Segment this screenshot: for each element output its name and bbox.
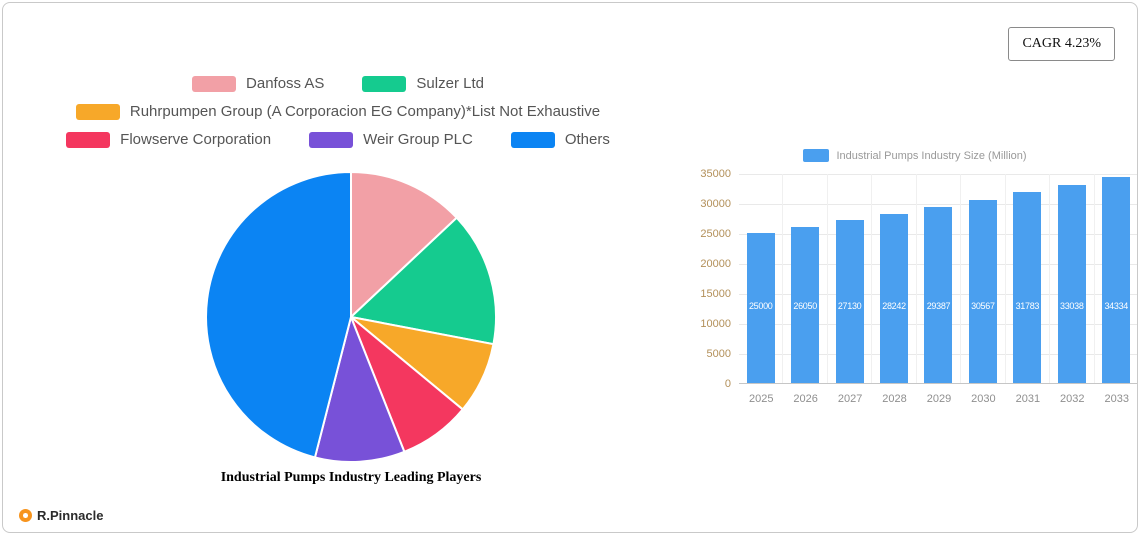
x-axis-tick-label: 2032 bbox=[1060, 393, 1085, 405]
legend-swatch-icon bbox=[75, 103, 120, 120]
brand-logo-icon bbox=[19, 509, 32, 522]
legend-label: Danfoss AS bbox=[246, 75, 325, 92]
y-axis-tick-label: 10000 bbox=[700, 318, 731, 330]
bar-2033[interactable]: 34334 bbox=[1102, 177, 1131, 383]
y-axis-tick-label: 0 bbox=[724, 378, 731, 390]
bar-column: 25000 bbox=[739, 174, 784, 383]
bar-legend-item[interactable]: Industrial Pumps Industry Size (Million) bbox=[691, 149, 1137, 162]
pie-chart-title: Industrial Pumps Industry Leading Player… bbox=[220, 470, 482, 485]
legend-swatch-icon bbox=[803, 149, 830, 162]
bar-value-label: 25000 bbox=[748, 301, 773, 311]
y-axis-tick-label: 5000 bbox=[706, 348, 731, 360]
pie-slice[interactable] bbox=[205, 170, 352, 459]
bar-value-label: 30567 bbox=[971, 301, 995, 311]
pie-legend-row: Danfoss AS Sulzer Ltd bbox=[192, 75, 484, 92]
bar-plot-wrap: 0 5000 10000 15000 20000 25000 30000 35000 25000… bbox=[691, 168, 1138, 405]
bar-value-label: 26050 bbox=[793, 301, 817, 311]
bar-column: 27130 bbox=[828, 174, 873, 383]
y-axis-tick-label: 20000 bbox=[700, 258, 731, 270]
bar-value-label: 28242 bbox=[882, 301, 906, 311]
gridline bbox=[739, 204, 1137, 205]
bar-column: 31783 bbox=[1006, 174, 1051, 383]
bar-2028[interactable]: 28242 bbox=[880, 213, 909, 383]
y-axis-tick-label: 25000 bbox=[700, 228, 731, 240]
legend-label: Weir Group PLC bbox=[363, 131, 473, 148]
bar-column: 34334 bbox=[1095, 174, 1138, 383]
pie-legend-row: Ruhrpumpen Group (A Corporacion EG Compa… bbox=[75, 103, 601, 120]
bar-chart: Industrial Pumps Industry Size (Million)… bbox=[691, 149, 1138, 405]
bar-value-label: 27130 bbox=[837, 301, 862, 311]
x-axis-tick-label: 2033 bbox=[1104, 393, 1129, 405]
pie-legend-item[interactable]: Flowserve Corporation bbox=[66, 131, 271, 148]
legend-swatch-icon bbox=[510, 131, 555, 148]
y-axis-tick-label: 35000 bbox=[700, 168, 731, 180]
bar-2032[interactable]: 33038 bbox=[1057, 184, 1086, 383]
x-axis-tick-label: 2027 bbox=[837, 393, 863, 405]
y-axis-tick-label: 15000 bbox=[700, 288, 731, 300]
bar-column: 28242 bbox=[872, 174, 917, 383]
legend-label: Others bbox=[564, 131, 610, 148]
bar-2029[interactable]: 29387 bbox=[924, 206, 953, 383]
pie-legend-item[interactable]: Danfoss AS bbox=[192, 75, 324, 92]
pie-legend-item[interactable]: Sulzer Ltd bbox=[362, 75, 484, 92]
legend-swatch-icon bbox=[309, 131, 354, 148]
x-axis-tick-label: 2028 bbox=[882, 393, 907, 405]
bar-2030[interactable]: 30567 bbox=[968, 199, 997, 383]
bar-chart-plot: 0 5000 10000 15000 20000 25000 30000 35000 25000… bbox=[700, 168, 1138, 390]
brand-logo-text: R.Pinnacle bbox=[37, 508, 104, 523]
bar-legend-label: Industrial Pumps Industry Size (Million) bbox=[836, 149, 1027, 162]
bar-value-label: 34334 bbox=[1104, 301, 1128, 311]
bar-value-label: 33038 bbox=[1060, 301, 1084, 311]
cagr-badge: CAGR 4.23% bbox=[1008, 27, 1115, 61]
legend-swatch-icon bbox=[192, 75, 237, 92]
bar-column: 26050 bbox=[783, 174, 828, 383]
legend-label: Flowserve Corporation bbox=[120, 131, 272, 148]
pie-legend-item[interactable]: Others bbox=[510, 131, 610, 148]
pie-chart bbox=[205, 170, 497, 463]
x-axis-tick-label: 2030 bbox=[971, 393, 996, 405]
x-axis-tick-label: 2031 bbox=[1015, 393, 1041, 405]
x-axis-tick-label: 2025 bbox=[748, 393, 774, 405]
legend-label: Ruhrpumpen Group (A Corporacion EG Compa… bbox=[129, 103, 601, 120]
pie-slice[interactable] bbox=[313, 313, 406, 463]
bar-value-label: 31783 bbox=[1015, 301, 1040, 311]
bar-column: 30567 bbox=[961, 174, 1006, 383]
pie-legend-item[interactable]: Weir Group PLC bbox=[309, 131, 473, 148]
bar-2025[interactable]: 25000 bbox=[746, 233, 775, 383]
bar-2027[interactable]: 27130 bbox=[835, 220, 864, 383]
pie-legend-item[interactable]: Ruhrpumpen Group (A Corporacion EG Compa… bbox=[75, 103, 601, 120]
bar-value-label: 29387 bbox=[926, 301, 951, 311]
legend-swatch-icon bbox=[66, 131, 111, 148]
bar-column: 29387 bbox=[917, 174, 962, 383]
gridline bbox=[739, 174, 1137, 175]
bar-x-axis: 2025 2026 2027 2028 2029 2030 2031 2032 2033 bbox=[739, 384, 1137, 405]
brand-logo: R.Pinnacle bbox=[19, 508, 103, 523]
bar-column: 33038 bbox=[1050, 174, 1095, 383]
pie-legend: Danfoss AS Sulzer Ltd Ruhrpumpen Group (A … bbox=[13, 75, 663, 148]
pie-slice[interactable] bbox=[350, 170, 459, 320]
legend-label: Sulzer Ltd bbox=[416, 75, 484, 92]
x-axis-tick-label: 2026 bbox=[793, 393, 818, 405]
pie-legend-row: Flowserve Corporation Weir Group PLC Other… bbox=[66, 131, 610, 148]
y-axis-tick-label: 30000 bbox=[700, 198, 731, 210]
legend-swatch-icon bbox=[362, 75, 407, 92]
x-axis-tick-label: 2029 bbox=[926, 393, 952, 405]
bar-2026[interactable]: 26050 bbox=[791, 226, 820, 383]
bar-2031[interactable]: 31783 bbox=[1013, 192, 1042, 383]
pie-slice[interactable] bbox=[348, 216, 497, 346]
